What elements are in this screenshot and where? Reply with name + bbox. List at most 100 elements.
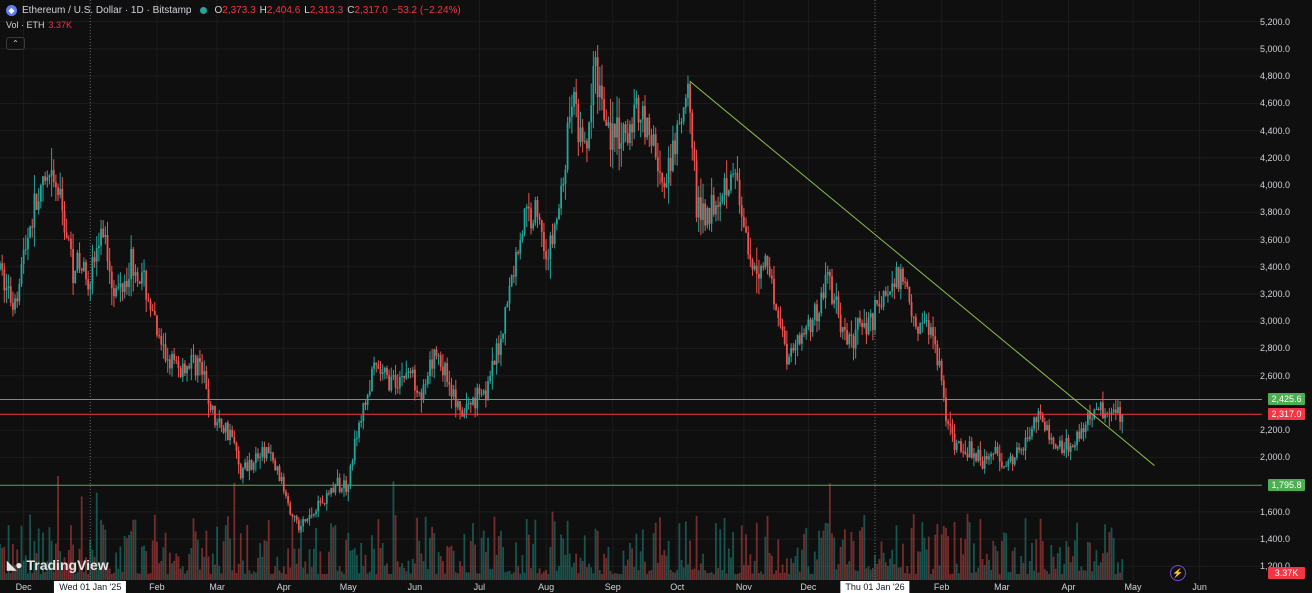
candle-body xyxy=(304,519,307,522)
candle-body xyxy=(637,97,640,123)
candle-body xyxy=(132,248,135,276)
candle-body xyxy=(276,466,279,471)
volume-bar xyxy=(252,571,255,580)
volume-bar xyxy=(1009,572,1012,580)
candle-body xyxy=(239,464,242,479)
candle-body xyxy=(424,383,427,385)
volume-bar xyxy=(57,475,59,580)
candle-body xyxy=(448,382,451,385)
candle-body xyxy=(517,252,520,254)
volume-bar xyxy=(788,573,790,580)
candle-body xyxy=(136,272,139,282)
candle-body xyxy=(349,465,352,486)
volume-bar xyxy=(368,571,371,580)
candle-body xyxy=(947,420,950,424)
candle-body xyxy=(321,502,324,504)
chart-overlays xyxy=(0,81,1262,486)
candle-body xyxy=(134,272,137,276)
volume-bar xyxy=(882,552,885,580)
candle-body xyxy=(736,172,739,180)
lightning-icon[interactable]: ⚡ xyxy=(1170,565,1186,581)
candle-body xyxy=(773,278,775,305)
price-level-tag: 1,795.8 xyxy=(1268,479,1305,492)
collapse-legend-button[interactable]: ⌃ xyxy=(6,37,25,50)
volume-bar xyxy=(1039,518,1042,580)
volume-bar xyxy=(740,525,743,580)
volume-bar xyxy=(543,571,545,580)
volume-bar xyxy=(633,566,636,580)
candle-body xyxy=(164,344,167,361)
volume-bar xyxy=(1020,555,1023,580)
candle-body xyxy=(895,267,898,287)
volume-bar xyxy=(538,568,541,580)
volume-bar xyxy=(618,573,621,580)
volume-bar xyxy=(304,561,307,580)
candle-body xyxy=(656,157,659,172)
candle-body xyxy=(626,133,629,143)
candle-body xyxy=(803,333,805,335)
volume-bar xyxy=(347,532,350,580)
candle-body xyxy=(158,335,160,337)
candle-body xyxy=(955,443,958,451)
candle-body xyxy=(390,376,393,391)
volume-bar xyxy=(444,573,446,580)
candle-body xyxy=(588,122,590,149)
volume-bar xyxy=(11,544,14,580)
candle-body xyxy=(616,117,618,138)
candle-body xyxy=(893,283,896,287)
volume-bar xyxy=(115,552,117,580)
volume-bar xyxy=(65,569,68,580)
volume-bar xyxy=(912,514,915,580)
candle-body xyxy=(500,338,502,355)
symbol-legend[interactable]: ◆ Ethereum / U.S. Dollar · 1D · Bitstamp… xyxy=(6,3,461,17)
volume-bar xyxy=(663,550,666,580)
candle-body xyxy=(828,271,831,277)
candle-body xyxy=(22,249,25,265)
volume-bar xyxy=(61,561,64,580)
volume-bar xyxy=(433,533,436,580)
candle-body xyxy=(1009,456,1012,462)
candle-body xyxy=(1059,440,1061,447)
volume-bar xyxy=(760,571,762,580)
volume-bar xyxy=(1013,547,1016,580)
candle-body xyxy=(1041,415,1044,423)
candle-body xyxy=(586,140,588,149)
candle-body xyxy=(525,206,528,209)
volume-bar xyxy=(54,543,57,580)
volume-bar xyxy=(708,573,711,580)
candle-body xyxy=(461,409,464,417)
volume-bar xyxy=(80,496,83,580)
volume-bar xyxy=(1078,570,1081,580)
volume-legend[interactable]: Vol · ETH 3.37K xyxy=(6,20,72,30)
volume-bar xyxy=(1099,562,1102,580)
volume-bar xyxy=(798,571,801,580)
candle-body xyxy=(484,390,487,400)
volume-bar xyxy=(306,573,309,580)
candle-body xyxy=(964,451,967,455)
volume-bar xyxy=(770,555,773,580)
candle-body xyxy=(147,299,150,301)
candle-body xyxy=(534,200,537,224)
volume-bar xyxy=(192,518,195,580)
volume-bar xyxy=(355,555,358,580)
volume-bar xyxy=(1063,563,1066,580)
candle-body xyxy=(1039,411,1042,416)
candle-body xyxy=(607,122,610,126)
candle-body xyxy=(52,170,55,183)
volume-bar xyxy=(1065,540,1068,580)
volume-bar xyxy=(1076,522,1079,580)
price-tick-label: 3,600.0 xyxy=(1259,234,1290,245)
candle-body xyxy=(480,393,483,395)
candle-body xyxy=(794,344,797,351)
candle-body xyxy=(244,462,246,469)
volume-bar xyxy=(863,515,866,580)
price-tick-label: 3,200.0 xyxy=(1259,289,1290,299)
volume-bar xyxy=(484,551,487,580)
candle-body xyxy=(143,270,145,273)
candle-body xyxy=(820,292,823,314)
low-value: 2,313.3 xyxy=(309,4,344,16)
candle-body xyxy=(936,344,939,366)
volume-bar xyxy=(248,570,251,580)
volume-value: 3.37K xyxy=(48,20,73,30)
